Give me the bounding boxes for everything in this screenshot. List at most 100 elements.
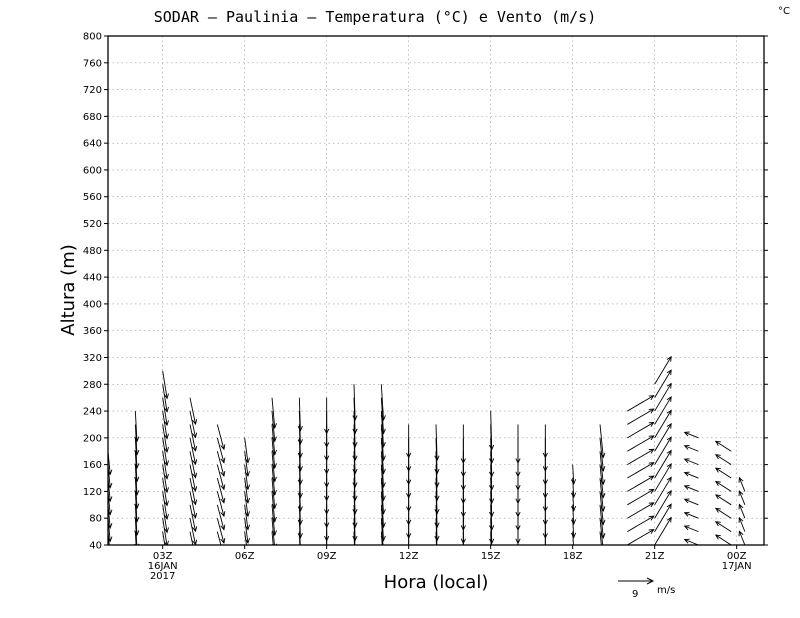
wind-vector bbox=[189, 397, 196, 425]
wind-arrowhead-icon bbox=[108, 469, 113, 476]
wind-arrowhead-icon bbox=[134, 490, 140, 496]
y-tick-label: 40 bbox=[89, 541, 102, 552]
wind-vector bbox=[108, 518, 111, 542]
wind-arrowhead-icon bbox=[714, 467, 721, 473]
wind-arrowhead-icon bbox=[666, 422, 672, 429]
wind-arrowhead-icon bbox=[515, 511, 521, 518]
wind-vector bbox=[244, 437, 249, 463]
wind-arrowhead-icon bbox=[353, 576, 357, 581]
wind-arrowhead-icon bbox=[381, 549, 385, 554]
wind-arrowhead-icon bbox=[515, 458, 521, 464]
wind-arrowhead-icon bbox=[192, 472, 198, 479]
wind-vector bbox=[189, 518, 196, 545]
wind-vector bbox=[572, 531, 574, 545]
wind-vector bbox=[490, 411, 493, 450]
wind-vector bbox=[189, 464, 196, 492]
wind-vector bbox=[684, 472, 699, 479]
wind-vector bbox=[600, 544, 601, 545]
wind-vector bbox=[134, 411, 138, 442]
wind-arrowhead-icon bbox=[192, 459, 198, 466]
wind-arrowhead-icon bbox=[515, 471, 521, 478]
wind-arrowhead-icon bbox=[324, 509, 330, 515]
wind-arrowhead-icon bbox=[434, 522, 440, 529]
wind-vector bbox=[684, 431, 699, 439]
x-tick-label: 06Z bbox=[235, 551, 255, 562]
wind-vector bbox=[217, 544, 218, 545]
wind-vector bbox=[162, 464, 168, 493]
wind-vector bbox=[738, 517, 746, 532]
wind-arrowhead-icon bbox=[738, 476, 744, 483]
wind-vector bbox=[244, 504, 249, 530]
y-tick-label: 320 bbox=[83, 353, 102, 364]
wind-vector bbox=[162, 384, 168, 412]
wind-arrowhead-icon bbox=[489, 458, 495, 464]
wind-arrowhead-icon bbox=[570, 479, 577, 485]
y-tick-label: 360 bbox=[83, 326, 102, 337]
wind-vector bbox=[572, 464, 575, 484]
wind-arrowhead-icon bbox=[192, 553, 196, 558]
wind-arrowhead-icon bbox=[352, 509, 358, 515]
wind-vector bbox=[738, 531, 746, 545]
wind-arrowhead-icon bbox=[683, 538, 690, 544]
wind-arrowhead-icon bbox=[272, 557, 276, 562]
wind-vector bbox=[715, 494, 732, 506]
y-tick-label: 280 bbox=[83, 380, 102, 391]
wind-vector bbox=[572, 491, 575, 511]
wind-arrowhead-icon bbox=[220, 511, 226, 518]
unit-corner: °C bbox=[778, 6, 790, 17]
wind-arrowhead-icon bbox=[135, 571, 139, 576]
wind-arrowhead-icon bbox=[352, 455, 358, 462]
wind-vector bbox=[715, 507, 732, 519]
wind-arrowhead-icon bbox=[271, 530, 277, 537]
wind-vector bbox=[216, 504, 225, 530]
y-tick-label: 640 bbox=[83, 139, 102, 150]
wind-arrowhead-icon bbox=[515, 485, 521, 491]
wind-arrowhead-icon bbox=[460, 538, 466, 545]
wind-vector bbox=[244, 491, 249, 517]
wind-arrowhead-icon bbox=[271, 436, 277, 443]
wind-arrowhead-icon bbox=[543, 573, 547, 578]
wind-arrowhead-icon bbox=[666, 396, 672, 402]
wind-vector bbox=[162, 518, 168, 545]
wind-arrowhead-icon bbox=[601, 560, 605, 565]
wind-vector bbox=[244, 477, 249, 503]
wind-vector bbox=[298, 397, 301, 431]
wind-arrowhead-icon bbox=[352, 495, 358, 502]
wind-arrowhead-icon bbox=[683, 525, 690, 531]
wind-arrowhead-icon bbox=[515, 498, 521, 505]
y-tick-label: 720 bbox=[83, 85, 102, 96]
wind-arrowhead-icon bbox=[221, 551, 225, 556]
wind-arrowhead-icon bbox=[648, 395, 655, 401]
wind-arrowhead-icon bbox=[271, 516, 277, 523]
wind-vector bbox=[738, 490, 746, 505]
wind-arrowhead-icon bbox=[192, 419, 198, 426]
y-tick-label: 200 bbox=[83, 433, 102, 444]
wind-arrowhead-icon bbox=[515, 525, 521, 531]
wind-arrowhead-icon bbox=[380, 522, 386, 529]
wind-vector bbox=[162, 477, 168, 506]
wind-vector bbox=[599, 424, 604, 458]
wind-vector bbox=[654, 463, 672, 492]
wind-arrowhead-icon bbox=[542, 452, 548, 459]
wind-arrowhead-icon bbox=[324, 495, 330, 502]
wind-arrowhead-icon bbox=[352, 522, 358, 529]
wind-arrowhead-icon bbox=[380, 535, 386, 542]
x-tick-label: 09Z bbox=[317, 551, 337, 562]
wind-arrowhead-icon bbox=[683, 458, 690, 464]
wind-arrowhead-icon bbox=[380, 455, 386, 462]
wind-arrowhead-icon bbox=[244, 484, 250, 491]
wind-arrowhead-icon bbox=[324, 442, 330, 448]
wind-arrowhead-icon bbox=[666, 382, 672, 389]
wind-vector bbox=[162, 531, 166, 545]
wind-arrowhead-icon bbox=[297, 506, 303, 513]
wind-arrowhead-icon bbox=[600, 519, 606, 526]
wind-arrowhead-icon bbox=[192, 432, 198, 439]
wind-arrowhead-icon bbox=[489, 566, 493, 571]
wind-vector bbox=[684, 539, 699, 545]
wind-vector bbox=[684, 525, 699, 533]
x-tick-label: 03Z bbox=[153, 551, 173, 562]
wind-arrowhead-icon bbox=[380, 482, 386, 489]
wind-arrowhead-icon bbox=[460, 498, 466, 505]
wind-vector bbox=[654, 450, 672, 479]
wind-arrowhead-icon bbox=[324, 535, 330, 542]
